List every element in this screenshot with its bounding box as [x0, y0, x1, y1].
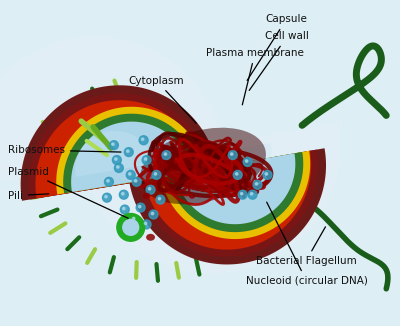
Polygon shape	[56, 107, 310, 239]
Circle shape	[107, 180, 109, 182]
Circle shape	[144, 222, 147, 225]
Circle shape	[253, 180, 262, 189]
Circle shape	[105, 196, 107, 198]
Circle shape	[238, 190, 247, 199]
Circle shape	[156, 195, 165, 204]
Circle shape	[126, 170, 135, 179]
Circle shape	[233, 170, 242, 179]
Circle shape	[152, 170, 161, 179]
Circle shape	[126, 150, 129, 152]
Circle shape	[112, 143, 114, 145]
Polygon shape	[71, 122, 295, 224]
Circle shape	[164, 153, 166, 155]
Circle shape	[144, 158, 147, 160]
Polygon shape	[0, 37, 341, 274]
Circle shape	[265, 173, 268, 175]
Circle shape	[230, 153, 233, 155]
Text: Ribosomes: Ribosomes	[8, 145, 121, 155]
Circle shape	[112, 156, 121, 165]
Circle shape	[162, 151, 171, 159]
Circle shape	[246, 160, 248, 162]
Circle shape	[146, 185, 155, 194]
Ellipse shape	[143, 193, 150, 199]
Circle shape	[114, 164, 123, 172]
Ellipse shape	[146, 234, 155, 241]
Circle shape	[142, 220, 151, 229]
Circle shape	[139, 136, 148, 145]
Circle shape	[250, 193, 253, 195]
Circle shape	[158, 198, 161, 200]
Polygon shape	[0, 37, 341, 274]
Text: Nucleoid (circular DNA): Nucleoid (circular DNA)	[246, 202, 368, 286]
Circle shape	[123, 207, 125, 210]
Circle shape	[255, 183, 258, 185]
Circle shape	[115, 158, 117, 160]
Circle shape	[123, 219, 139, 235]
Circle shape	[128, 173, 131, 175]
Circle shape	[119, 190, 128, 199]
Circle shape	[142, 156, 151, 165]
Polygon shape	[21, 85, 326, 264]
Circle shape	[154, 173, 157, 175]
Text: Cytoplasm: Cytoplasm	[129, 76, 196, 123]
Text: Capsule: Capsule	[247, 14, 307, 81]
Circle shape	[151, 212, 154, 215]
Circle shape	[236, 173, 238, 175]
Circle shape	[130, 215, 139, 224]
Circle shape	[149, 210, 158, 219]
Polygon shape	[28, 93, 318, 257]
Circle shape	[142, 138, 144, 141]
Text: Plasma membrane: Plasma membrane	[206, 48, 304, 105]
Circle shape	[122, 193, 124, 195]
Circle shape	[248, 190, 257, 199]
Text: Bacterial Flagellum: Bacterial Flagellum	[256, 227, 356, 266]
Circle shape	[117, 166, 119, 168]
Circle shape	[263, 170, 272, 179]
Circle shape	[243, 157, 252, 167]
Circle shape	[104, 177, 114, 186]
Circle shape	[110, 141, 118, 150]
Circle shape	[148, 187, 151, 190]
Polygon shape	[63, 114, 303, 232]
Circle shape	[240, 193, 243, 195]
Circle shape	[120, 205, 129, 214]
Ellipse shape	[140, 128, 266, 204]
Circle shape	[228, 151, 237, 159]
Circle shape	[117, 214, 145, 241]
Circle shape	[132, 217, 135, 220]
Circle shape	[134, 180, 137, 182]
Text: Cell wall: Cell wall	[249, 31, 309, 90]
Circle shape	[124, 148, 133, 156]
Circle shape	[132, 177, 141, 186]
Polygon shape	[75, 131, 272, 189]
Text: Pili: Pili	[8, 191, 49, 201]
Text: Plasmid: Plasmid	[8, 167, 128, 218]
Circle shape	[138, 205, 141, 208]
Circle shape	[102, 193, 112, 202]
Polygon shape	[36, 100, 311, 250]
Circle shape	[136, 203, 145, 212]
